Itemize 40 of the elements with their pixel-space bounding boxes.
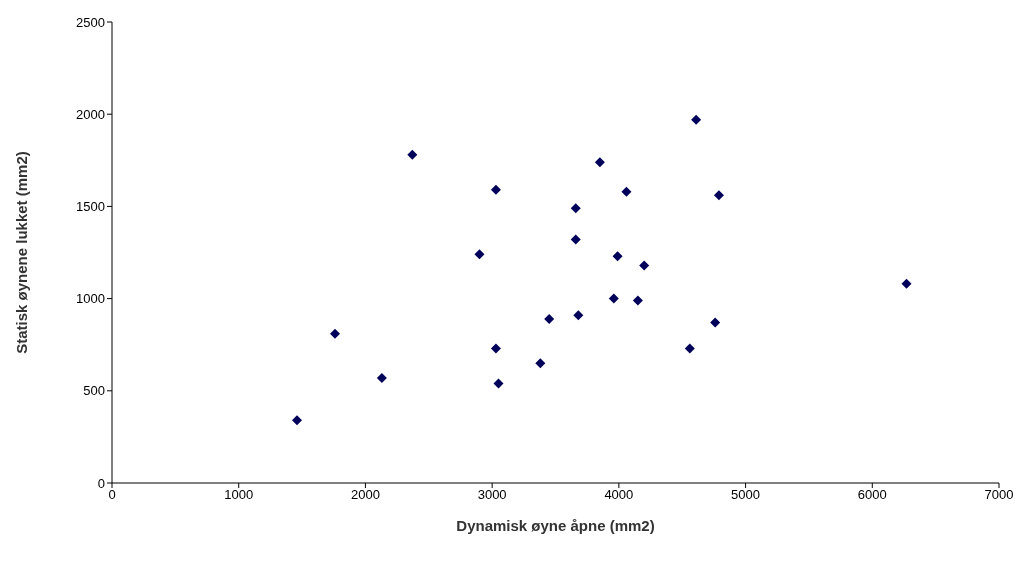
point [493,378,504,389]
y-tick-label: 1500 [76,199,105,215]
y-tick-label: 0 [97,475,105,491]
y-axis-title: Statisk øynene lukket (mm2) [13,151,31,354]
y-tick-label: 1000 [76,291,105,307]
point [901,278,912,289]
x-tick-label: 4000 [604,487,634,503]
x-tick-label: 0 [108,487,116,503]
point [570,234,581,245]
point [632,295,643,306]
point [612,251,623,262]
point [621,186,632,197]
point [608,293,619,304]
point [407,149,418,160]
point [691,114,702,125]
point [330,328,341,339]
x-tick-label: 5000 [731,487,761,503]
point [474,249,485,260]
x-tick-label: 7000 [984,487,1014,503]
point [490,343,501,354]
point [684,343,695,354]
y-tick-label: 2000 [76,106,105,122]
point [710,317,721,328]
x-tick-label: 1000 [224,487,254,503]
x-tick-label: 6000 [857,487,887,503]
point [570,203,581,214]
y-tick-label: 2500 [76,14,105,30]
point [544,313,555,324]
x-tick-label: 3000 [477,487,507,503]
y-tick-label: 500 [83,383,105,399]
x-tick-label: 2000 [350,487,380,503]
point [639,260,650,271]
point [490,184,501,195]
x-axis-title: Dynamisk øyne åpne (mm2) [456,517,655,534]
point [573,310,584,321]
point [376,372,387,383]
point [594,157,605,168]
point [535,358,546,369]
point [713,190,724,201]
point [292,415,302,426]
